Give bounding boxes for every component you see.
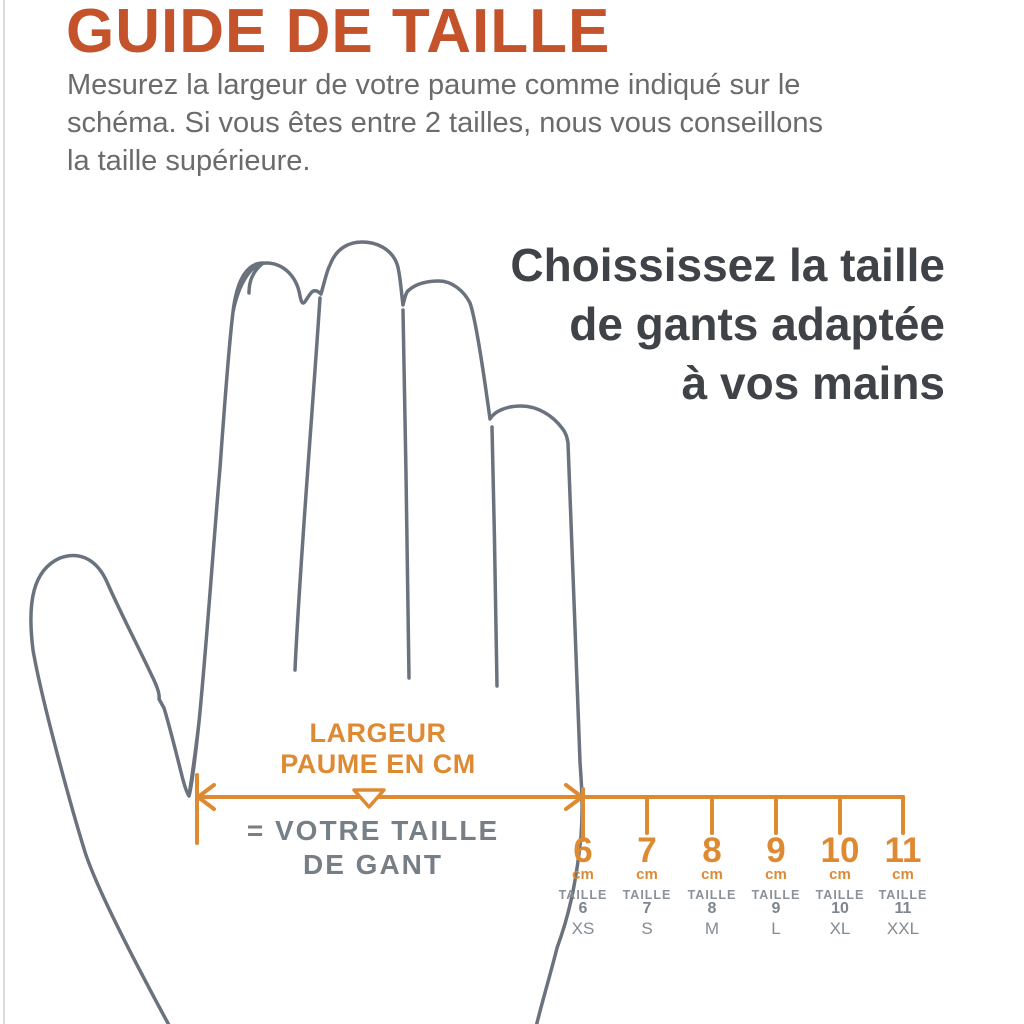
taille-word: TAILLE bbox=[815, 888, 865, 902]
size-letter: M bbox=[704, 919, 720, 938]
equals-label-line-2: DE GANT bbox=[303, 849, 443, 880]
taille-word: TAILLE bbox=[751, 888, 801, 902]
glove-size-value: 11 bbox=[894, 900, 912, 917]
intro-line-3: la taille supérieure. bbox=[67, 145, 311, 177]
palm-width-value: 7 bbox=[637, 831, 657, 870]
cm-unit: cm bbox=[765, 866, 787, 883]
glove-size-value: 8 bbox=[707, 900, 717, 917]
size-column-10: 10 cm TAILLE 10 XL bbox=[795, 831, 885, 938]
palm-width-value: 8 bbox=[702, 831, 722, 870]
measure-label-line-1: LARGEUR bbox=[309, 718, 447, 748]
glove-size-value: 6 bbox=[578, 900, 588, 917]
midpoint-triangle-icon bbox=[352, 788, 386, 809]
hand-outline-icon bbox=[29, 240, 584, 1024]
taille-word: TAILLE bbox=[622, 888, 672, 902]
left-card-edge bbox=[3, 0, 5, 1024]
headline-line-3: à vos mains bbox=[681, 357, 945, 409]
equals-label-line-1: = VOTRE TAILLE bbox=[246, 815, 500, 846]
finger-separation-middle-ring bbox=[401, 308, 411, 680]
headline-line-2: de gants adaptée bbox=[569, 298, 945, 350]
size-column-6: 6 cm TAILLE 6 XS bbox=[538, 831, 628, 938]
palm-width-value: 6 bbox=[573, 831, 593, 870]
intro-line-2: schéma. Si vous êtes entre 2 tailles, no… bbox=[67, 107, 824, 139]
taille-word: TAILLE bbox=[687, 888, 737, 902]
finger-separation-ring-pinky bbox=[490, 425, 499, 688]
headline: Choississez la taille de gants adaptée à… bbox=[510, 236, 945, 413]
taille-word: TAILLE bbox=[558, 888, 608, 902]
headline-line-1: Choississez la taille bbox=[510, 239, 945, 291]
size-letter: L bbox=[771, 919, 781, 938]
size-column-9: 9 cm TAILLE 9 L bbox=[731, 831, 821, 938]
cm-unit: cm bbox=[572, 866, 594, 883]
taille-word: TAILLE bbox=[878, 888, 928, 902]
size-letter: XL bbox=[829, 919, 851, 938]
size-column-8: 8 cm TAILLE 8 M bbox=[667, 831, 757, 938]
equals-label: = VOTRE TAILLE DE GANT bbox=[223, 814, 523, 882]
measure-label: LARGEUR PAUME EN CM bbox=[238, 718, 518, 780]
glove-size-value: 7 bbox=[642, 900, 652, 917]
cm-unit: cm bbox=[829, 866, 851, 883]
size-column-11: 11 cm TAILLE 11 XXL bbox=[858, 831, 948, 938]
size-letter: XXL bbox=[886, 919, 920, 938]
cm-unit: cm bbox=[892, 866, 914, 883]
intro-paragraph: Mesurez la largeur de votre paume comme … bbox=[67, 66, 823, 180]
palm-width-value: 11 bbox=[884, 831, 922, 870]
glove-size-value: 9 bbox=[771, 900, 781, 917]
cm-unit: cm bbox=[701, 866, 723, 883]
finger-separation-index-middle bbox=[293, 296, 322, 672]
size-letter: S bbox=[641, 919, 653, 938]
glove-size-value: 10 bbox=[831, 900, 849, 917]
size-column-7: 7 cm TAILLE 7 S bbox=[602, 831, 692, 938]
size-scale-icon bbox=[581, 787, 905, 842]
palm-width-value: 10 bbox=[820, 831, 860, 870]
palm-width-value: 9 bbox=[766, 831, 786, 870]
measure-label-line-2: PAUME EN CM bbox=[280, 749, 476, 779]
measure-arrow-icon bbox=[195, 773, 584, 845]
page-title: GUIDE DE TAILLE bbox=[66, 0, 611, 66]
intro-line-1: Mesurez la largeur de votre paume comme … bbox=[67, 69, 801, 101]
cm-unit: cm bbox=[636, 866, 658, 883]
size-letter: XS bbox=[571, 919, 595, 938]
